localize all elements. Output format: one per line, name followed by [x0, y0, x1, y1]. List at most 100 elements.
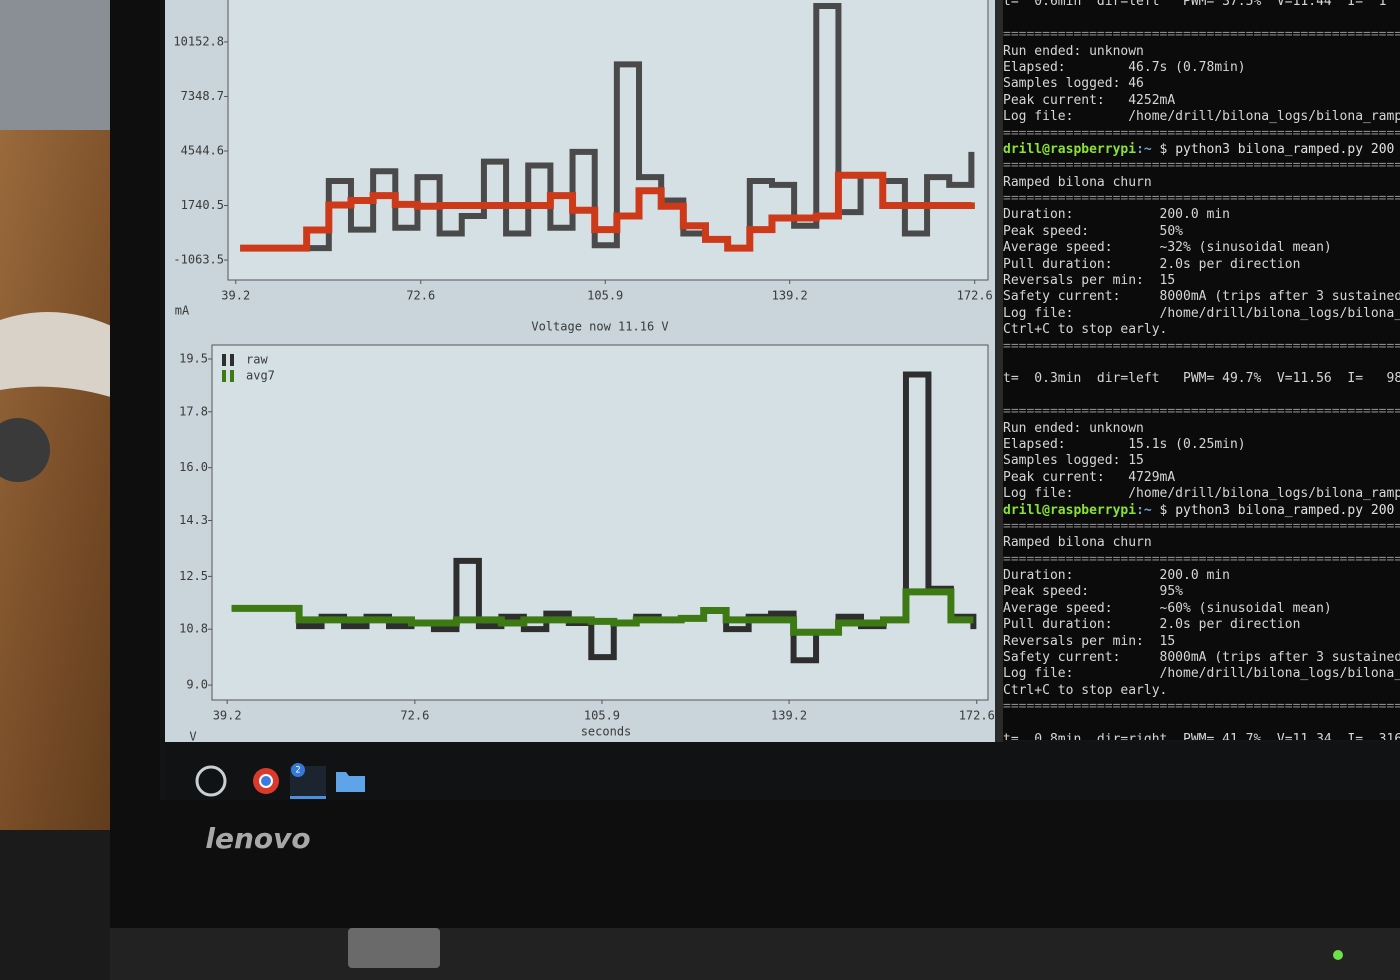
wall [0, 0, 110, 130]
status-line: t= 0.6min dir=left PWM= 37.5% V=11.44 I=… [1003, 0, 1387, 10]
y-tick-label: 1740.5 [181, 198, 224, 212]
terminal-line: Ramped bilona churn [1003, 174, 1152, 190]
prompt-line: drill@raspberrypi:~ $ python3 bilona_ram… [1003, 142, 1400, 158]
x-tick-label: 105.9 [584, 709, 620, 723]
y-tick-label: 17.8 [179, 404, 208, 418]
terminal-line: Log file: /home/drill/bilona_logs/bilona… [1003, 486, 1400, 502]
brand-logo: lenovo [205, 822, 310, 855]
legend-swatch [230, 354, 234, 366]
prompt-dir: :~ [1136, 502, 1152, 518]
legend-label: raw [246, 353, 268, 367]
legend-swatch [222, 354, 226, 366]
separator: ========================================… [1003, 27, 1400, 43]
terminal-line: Reversals per min: 15 [1003, 633, 1176, 649]
terminal-line: Average speed: ~32% (sinusoidal mean) [1003, 240, 1332, 256]
plot-area [227, 0, 989, 281]
object [0, 418, 50, 482]
series-line [231, 588, 974, 636]
x-axis-label: seconds [581, 725, 632, 739]
x-tick-label: 172.6 [959, 709, 995, 723]
prompt-command: $ python3 bilona_ramped.py 200 [1151, 141, 1395, 157]
x-tick-label: 72.6 [406, 289, 435, 303]
y-tick-label: 4544.6 [181, 143, 224, 157]
laptop-base [110, 928, 1400, 980]
terminal-line: Average speed: ~60% (sinusoidal mean) [1003, 600, 1332, 616]
badge-count: 2 [295, 766, 300, 776]
menu-icon[interactable] [195, 765, 227, 797]
legend-swatch [230, 370, 234, 382]
browser-icon-center [259, 774, 273, 788]
separator: ========================================… [1003, 699, 1400, 715]
terminal-line: Peak speed: 95% [1003, 584, 1184, 600]
terminal-line: Peak current: 4729mA [1003, 469, 1176, 485]
x-tick-label: 172.6 [957, 289, 993, 303]
legend-label: avg7 [246, 369, 275, 383]
terminal-line: Elapsed: 46.7s (0.78min) [1003, 59, 1246, 75]
separator: ========================================… [1003, 404, 1400, 420]
charts: 10152.8 7348.7 4544.6 1740.5 -1063.5 39.2 72.6… [173, 0, 995, 744]
cloth [0, 312, 120, 400]
window-divider [995, 0, 1003, 760]
x-tick-label: 39.2 [213, 709, 242, 723]
terminal-line: Duration: 200.0 min [1003, 207, 1230, 223]
badge [291, 763, 305, 777]
terminal-line: Pull duration: 2.0s per direction [1003, 617, 1301, 633]
x-tick-label: 139.2 [771, 709, 807, 723]
x-tick-label: 72.6 [400, 709, 429, 723]
y-tick-label: 14.3 [179, 513, 208, 527]
prompt-user: drill@raspberrypi [1003, 502, 1137, 518]
x-tick-label: 139.2 [772, 289, 808, 303]
terminal-line: Pull duration: 2.0s per direction [1003, 256, 1301, 272]
x-tick-label: 105.9 [587, 289, 623, 303]
terminal-line: Samples logged: 46 [1003, 76, 1144, 92]
terminal-line: Reversals per min: 15 [1003, 273, 1176, 289]
hinge [348, 928, 440, 968]
terminal-line: Ctrl+C to stop early. [1003, 322, 1168, 338]
plot-area [211, 344, 989, 701]
y-tick-label: -1063.5 [173, 253, 224, 267]
y-tick-label: 16.0 [179, 460, 208, 474]
y-axis-label: mA [175, 304, 190, 318]
prompt-dir: :~ [1136, 141, 1152, 157]
separator: ========================================… [1003, 125, 1400, 141]
terminal-line: Run ended: unknown [1003, 420, 1144, 436]
terminal-line: Ctrl+C to stop early. [1003, 682, 1168, 698]
series-line [240, 171, 975, 252]
y-tick-label: 10.8 [179, 622, 208, 636]
y-tick-label: 19.5 [179, 351, 208, 365]
terminal-line: Log file: /home/drill/bilona_logs/bilona… [1003, 109, 1400, 125]
legend-swatch [222, 370, 226, 382]
separator: ========================================… [1003, 338, 1400, 354]
y-tick-label: 12.5 [179, 569, 208, 583]
terminal: t= 0.6min dir=left PWM= 37.5% V=11.44 I=… [1003, 0, 1400, 740]
terminal-line: Samples logged: 15 [1003, 453, 1144, 469]
y-axis-label: V [189, 730, 196, 744]
terminal-line: Safety current: 8000mA (trips after 3 su… [1003, 289, 1400, 305]
terminal-line: Peak speed: 50% [1003, 223, 1184, 239]
terminal-line: Peak current: 4252mA [1003, 92, 1176, 108]
prompt-line: drill@raspberrypi:~ $ python3 bilona_ram… [1003, 503, 1400, 519]
y-tick-label: 10152.8 [173, 34, 224, 48]
y-tick-label: 9.0 [186, 678, 208, 692]
terminal-line: Log file: /home/drill/bilona_logs/bilona… [1003, 666, 1400, 682]
status-line: t= 0.8min dir=right PWM= 41.7% V=11.34 I… [1003, 731, 1400, 740]
separator: ========================================… [1003, 551, 1400, 567]
terminal-line: Elapsed: 15.1s (0.25min) [1003, 436, 1246, 452]
y-tick-label: 7348.7 [181, 89, 224, 103]
terminal-line: Safety current: 8000mA (trips after 3 su… [1003, 650, 1400, 666]
terminal-line: Duration: 200.0 min [1003, 568, 1230, 584]
taskbar [165, 742, 1400, 800]
prompt-command: $ python3 bilona_ramped.py 200 9 [1151, 502, 1400, 518]
chart-title: Voltage now 11.16 V [531, 320, 668, 334]
folder-icon[interactable] [336, 772, 365, 792]
x-tick-label: 39.2 [221, 289, 250, 303]
separator: ========================================… [1003, 518, 1400, 534]
power-led [1333, 950, 1343, 960]
terminal-line: Ramped bilona churn [1003, 535, 1152, 551]
status-line: t= 0.3min dir=left PWM= 49.7% V=11.56 I=… [1003, 371, 1400, 387]
terminal-line: Log file: /home/drill/bilona_logs/bilona… [1003, 305, 1400, 321]
terminal-line: Run ended: unknown [1003, 43, 1144, 59]
separator: ========================================… [1003, 158, 1400, 174]
active-indicator [290, 796, 326, 799]
